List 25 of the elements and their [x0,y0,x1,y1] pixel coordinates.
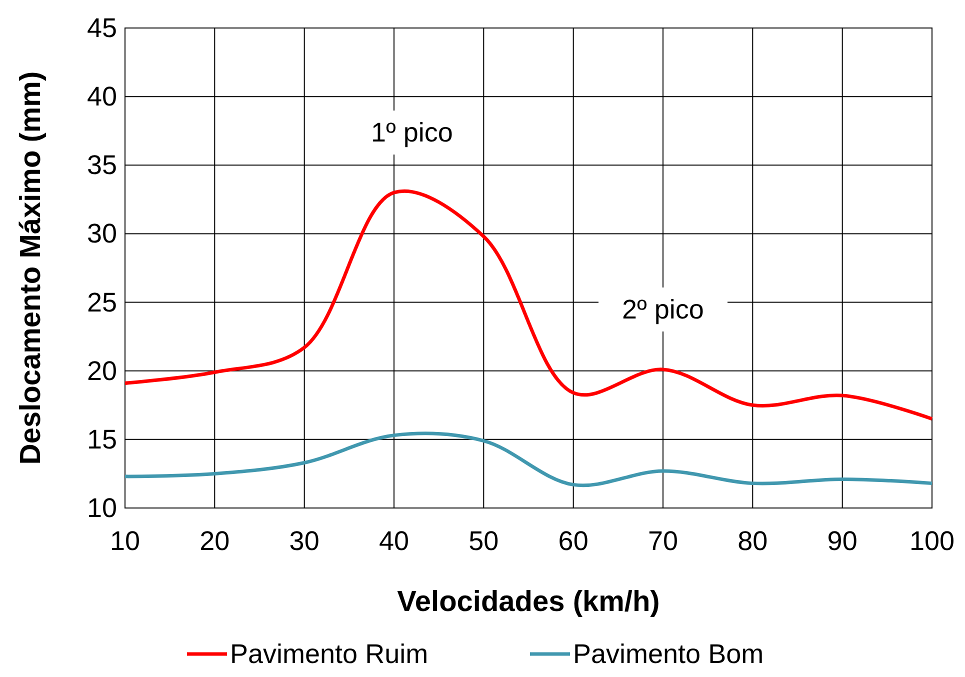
x-tick-label: 40 [378,526,410,556]
y-tick-label: 30 [86,218,117,249]
x-tick-label: 50 [468,526,499,556]
x-tick-label: 10 [110,526,140,556]
y-tick-label: 35 [86,150,117,180]
x-tick-label: 90 [827,526,858,556]
y-tick-label: 45 [86,13,117,43]
y-tick-label: 15 [86,424,117,454]
x-tick-label: 30 [289,526,320,556]
y-tick-label: 25 [86,287,117,318]
x-tick-label: 20 [200,526,230,556]
annotation: 1º pico [371,118,453,148]
line-series [123,190,934,421]
x-axis-title: Velocidades (km/h) [397,586,660,618]
x-tick-label: 70 [648,526,678,556]
legend-label: Pavimento Ruim [230,639,428,669]
legend-label: Pavimento Bom [573,639,764,669]
x-tick-label: 60 [558,526,588,556]
y-tick-label: 20 [86,356,117,386]
annotation: 2º pico [622,294,704,324]
x-tick-label: 80 [738,526,768,556]
x-tick-label: 100 [909,526,955,556]
y-tick-label: 40 [86,82,117,112]
y-tick-label: 10 [86,493,117,523]
y-axis-title: Deslocamento Máximo (mm) [15,71,47,465]
